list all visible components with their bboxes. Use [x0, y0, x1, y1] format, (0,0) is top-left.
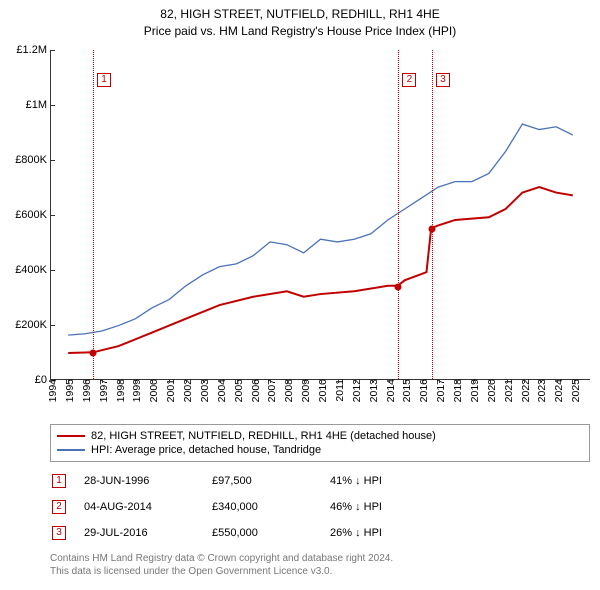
transaction-marker-1: 1	[52, 474, 66, 488]
title-block: 82, HIGH STREET, NUTFIELD, REDHILL, RH1 …	[0, 0, 600, 40]
event-line	[432, 50, 433, 379]
y-tick-label: £1.2M	[16, 44, 51, 56]
event-line	[398, 50, 399, 379]
transaction-row-3: 3 29-JUL-2016 £550,000 26% ↓ HPI	[50, 520, 590, 546]
series-dot-price_paid	[429, 225, 436, 232]
transaction-price-3: £550,000	[212, 527, 312, 539]
event-marker-1: 1	[97, 73, 111, 87]
series-line-price_paid	[68, 187, 573, 353]
legend-row-price-paid: 82, HIGH STREET, NUTFIELD, REDHILL, RH1 …	[57, 429, 583, 443]
footer-attribution: Contains HM Land Registry data © Crown c…	[50, 553, 590, 578]
transaction-pct-1: 41% ↓ HPI	[330, 475, 450, 487]
event-marker-3: 3	[436, 73, 450, 87]
transaction-pct-3: 26% ↓ HPI	[330, 527, 450, 539]
chart-container: 82, HIGH STREET, NUTFIELD, REDHILL, RH1 …	[0, 0, 600, 590]
legend-label-price-paid: 82, HIGH STREET, NUTFIELD, REDHILL, RH1 …	[91, 430, 436, 442]
y-tick-label: £800K	[15, 154, 51, 166]
transaction-date-3: 29-JUL-2016	[84, 527, 194, 539]
legend-label-hpi: HPI: Average price, detached house, Tand…	[91, 444, 321, 456]
transactions-table: 1 28-JUN-1996 £97,500 41% ↓ HPI 2 04-AUG…	[50, 468, 590, 546]
legend-swatch-hpi	[57, 449, 85, 451]
title-address: 82, HIGH STREET, NUTFIELD, REDHILL, RH1 …	[0, 6, 600, 23]
y-tick-label: £200K	[15, 319, 51, 331]
transaction-date-2: 04-AUG-2014	[84, 501, 194, 513]
footer-line-2: This data is licensed under the Open Gov…	[50, 566, 590, 579]
transaction-price-2: £340,000	[212, 501, 312, 513]
y-tick-label: £600K	[15, 209, 51, 221]
transaction-date-1: 28-JUN-1996	[84, 475, 194, 487]
transaction-row-2: 2 04-AUG-2014 £340,000 46% ↓ HPI	[50, 494, 590, 520]
chart-lines-svg	[51, 50, 590, 379]
title-subtitle: Price paid vs. HM Land Registry's House …	[0, 23, 600, 40]
y-tick-label: £400K	[15, 264, 51, 276]
series-line-hpi	[68, 124, 573, 335]
series-dot-price_paid	[395, 283, 402, 290]
legend-box: 82, HIGH STREET, NUTFIELD, REDHILL, RH1 …	[50, 424, 590, 462]
legend-swatch-price-paid	[57, 435, 85, 437]
transaction-row-1: 1 28-JUN-1996 £97,500 41% ↓ HPI	[50, 468, 590, 494]
chart-plot-area: £0£200K£400K£600K£800K£1M£1.2M1994199519…	[50, 50, 590, 380]
transaction-marker-2: 2	[52, 500, 66, 514]
legend-row-hpi: HPI: Average price, detached house, Tand…	[57, 443, 583, 457]
event-line	[93, 50, 94, 379]
transaction-marker-3: 3	[52, 526, 66, 540]
footer-line-1: Contains HM Land Registry data © Crown c…	[50, 553, 590, 566]
y-tick-label: £1M	[26, 99, 51, 111]
series-dot-price_paid	[90, 350, 97, 357]
transaction-pct-2: 46% ↓ HPI	[330, 501, 450, 513]
transaction-price-1: £97,500	[212, 475, 312, 487]
event-marker-2: 2	[402, 73, 416, 87]
